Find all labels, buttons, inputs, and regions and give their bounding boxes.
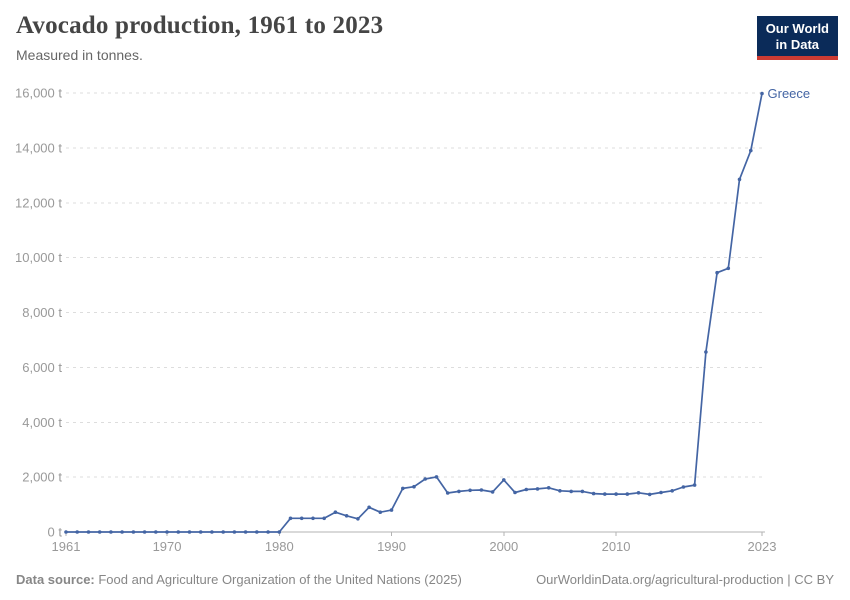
data-point[interactable] — [86, 530, 91, 534]
chart-header: Avocado production, 1961 to 2023 Measure… — [16, 12, 838, 63]
data-point[interactable] — [726, 266, 731, 271]
data-point[interactable] — [243, 530, 248, 534]
data-point[interactable] — [131, 530, 136, 534]
data-point[interactable] — [412, 484, 416, 489]
data-source-text: Food and Agriculture Organization of the… — [94, 572, 462, 587]
data-point[interactable] — [535, 487, 540, 491]
logo-line2: in Data — [775, 36, 820, 52]
data-point[interactable] — [704, 350, 708, 354]
data-point[interactable] — [288, 516, 293, 521]
data-point[interactable] — [311, 516, 315, 521]
data-point[interactable] — [97, 530, 102, 534]
data-point[interactable] — [333, 510, 338, 514]
data-point[interactable] — [468, 488, 472, 493]
data-point[interactable] — [75, 530, 79, 534]
data-point[interactable] — [434, 475, 439, 479]
chart-subtitle: Measured in tonnes. — [16, 47, 143, 63]
x-tick-label: 1970 — [153, 539, 182, 554]
data-point[interactable] — [120, 530, 124, 534]
data-point[interactable] — [715, 270, 719, 275]
series-line[interactable] — [65, 92, 763, 533]
data-point[interactable] — [154, 530, 158, 534]
y-tick-label: 2,000 t — [22, 470, 62, 485]
entity-label: Greece — [768, 86, 811, 101]
data-point[interactable] — [603, 492, 607, 496]
data-point[interactable] — [636, 491, 641, 495]
y-tick-label: 16,000 t — [15, 86, 62, 101]
data-point[interactable] — [546, 486, 551, 490]
page-title: Avocado production, 1961 to 2023 — [16, 12, 384, 39]
data-point[interactable] — [64, 530, 68, 534]
x-tick-label: 1990 — [377, 539, 406, 554]
y-tick-label: 8,000 t — [22, 305, 62, 320]
data-point[interactable] — [378, 510, 383, 514]
data-point[interactable] — [367, 505, 371, 510]
data-point[interactable] — [614, 492, 618, 496]
footer-link[interactable]: OurWorldinData.org/agricultural-producti… — [536, 572, 834, 587]
data-point[interactable] — [401, 486, 405, 491]
y-tick-label: 4,000 t — [22, 415, 62, 430]
data-point[interactable] — [524, 487, 529, 492]
data-point[interactable] — [490, 490, 495, 494]
chart-footer: Data source: Food and Agriculture Organi… — [16, 572, 834, 587]
data-point[interactable] — [187, 530, 192, 534]
data-point[interactable] — [254, 530, 259, 534]
data-point[interactable] — [749, 148, 753, 153]
data-point[interactable] — [681, 485, 686, 489]
data-point[interactable] — [760, 91, 764, 96]
data-point[interactable] — [221, 530, 225, 534]
x-tick-label: 1980 — [265, 539, 294, 554]
data-point[interactable] — [479, 488, 484, 492]
data-point[interactable] — [737, 177, 742, 182]
data-point[interactable] — [580, 489, 585, 494]
data-point[interactable] — [176, 530, 181, 534]
data-point[interactable] — [344, 514, 349, 518]
data-point[interactable] — [277, 530, 282, 534]
data-point[interactable] — [502, 478, 506, 482]
data-point[interactable] — [423, 477, 428, 481]
data-point[interactable] — [692, 483, 697, 487]
data-point[interactable] — [457, 489, 461, 494]
y-tick-label: 0 t — [48, 525, 63, 540]
data-source-label: Data source: — [16, 572, 95, 587]
data-source: Data source: Food and Agriculture Organi… — [16, 572, 462, 587]
data-point[interactable] — [513, 490, 517, 495]
data-point[interactable] — [647, 492, 652, 497]
data-point[interactable] — [558, 489, 562, 493]
data-point[interactable] — [299, 516, 304, 521]
data-point[interactable] — [322, 516, 327, 521]
data-point[interactable] — [625, 492, 630, 496]
x-tick-label: 2000 — [489, 539, 518, 554]
data-point[interactable] — [659, 490, 663, 495]
x-tick-label: 2023 — [748, 539, 777, 554]
data-point[interactable] — [109, 530, 113, 534]
y-tick-label: 12,000 t — [15, 195, 62, 210]
data-point[interactable] — [142, 530, 147, 534]
data-point[interactable] — [591, 491, 596, 496]
data-point[interactable] — [445, 491, 450, 495]
data-point[interactable] — [232, 530, 237, 534]
owid-logo[interactable]: Our World in Data — [756, 16, 838, 60]
x-tick-label: 1961 — [52, 539, 81, 554]
y-tick-label: 10,000 t — [15, 250, 62, 265]
data-point[interactable] — [670, 489, 674, 493]
data-point[interactable] — [165, 530, 169, 534]
data-point[interactable] — [266, 530, 270, 534]
y-tick-label: 14,000 t — [15, 140, 62, 155]
data-point[interactable] — [569, 489, 573, 494]
data-point[interactable] — [210, 530, 214, 534]
data-point[interactable] — [198, 530, 203, 534]
x-tick-label: 2010 — [602, 539, 631, 554]
y-tick-label: 6,000 t — [22, 360, 62, 375]
logo-line1: Our World — [765, 21, 829, 36]
data-point[interactable] — [389, 508, 394, 512]
data-point[interactable] — [356, 517, 360, 521]
